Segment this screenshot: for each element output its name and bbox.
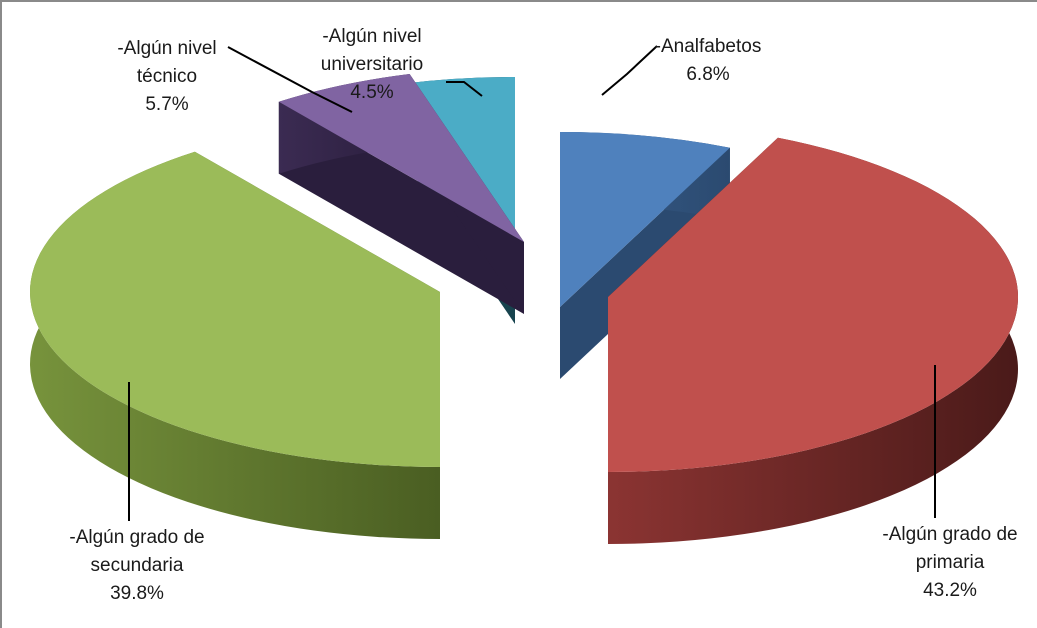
label-slice-1-line-1: -Analfabetos [655,36,762,57]
slice-2 [608,137,1019,545]
label-slice-2-line-1: -Algún grado de [882,524,1017,545]
label-slice-5-line-3: 4.5% [350,82,393,103]
label-slice-2: -Algún grado de primaria 43.2% [882,524,1017,601]
label-slice-4-line-2: técnico [137,66,197,87]
label-slice-3-line-2: secundaria [91,555,184,576]
label-slice-4-line-1: -Algún nivel [117,38,216,59]
slice-3-rim [29,151,441,540]
slice-1-top [560,132,730,307]
slice-labels: -Analfabetos 6.8% -Algún grado de primaria 4… [69,26,1017,604]
slice-2-top [608,137,1018,473]
label-slice-5-line-1: -Algún nivel [322,26,421,47]
slice-4-top [278,73,524,242]
label-slice-1: -Analfabetos 6.8% [655,36,762,85]
label-slice-3-line-3: 39.8% [110,583,164,604]
label-slice-2-line-3: 43.2% [923,580,977,601]
pie-slices [29,73,1019,545]
label-slice-3-line-1: -Algún grado de [69,527,204,548]
label-slice-1-line-2: 6.8% [686,64,729,85]
leader-lines [128,45,936,521]
leader-tecnico [227,46,353,113]
slice-4 [278,73,524,315]
label-slice-3: -Algún grado de secundaria 39.8% [69,527,204,604]
leader-universitario [446,81,483,97]
leader-analfabetos [601,45,658,96]
label-slice-5: -Algún nivel universitario 4.5% [321,26,423,103]
slice-3-top [29,151,441,468]
label-slice-5-line-2: universitario [321,54,423,75]
label-slice-4-line-3: 5.7% [145,94,188,115]
label-slice-2-line-2: primaria [916,552,985,573]
label-slice-4: -Algún nivel técnico 5.7% [117,38,216,115]
slice-3 [29,151,441,540]
